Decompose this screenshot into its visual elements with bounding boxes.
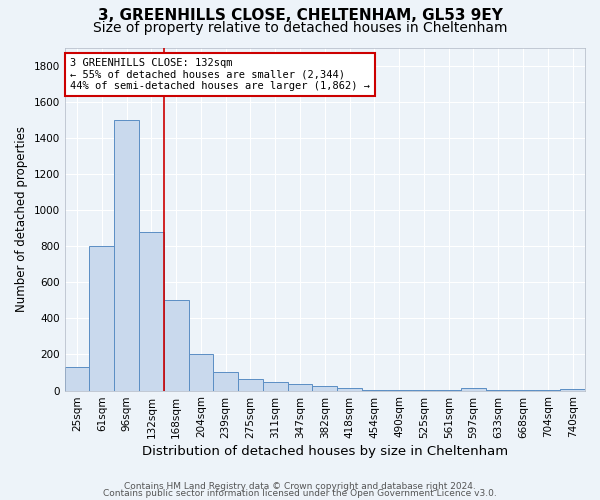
Bar — [65, 367, 89, 390]
Bar — [188, 354, 214, 391]
Text: 3 GREENHILLS CLOSE: 132sqm
← 55% of detached houses are smaller (2,344)
44% of s: 3 GREENHILLS CLOSE: 132sqm ← 55% of deta… — [70, 58, 370, 91]
Bar — [89, 246, 114, 390]
Bar — [238, 379, 263, 390]
Bar — [560, 389, 585, 390]
Bar — [461, 388, 486, 390]
Bar — [287, 384, 313, 390]
Bar — [214, 372, 238, 390]
Bar — [337, 388, 362, 390]
Text: 3, GREENHILLS CLOSE, CHELTENHAM, GL53 9EY: 3, GREENHILLS CLOSE, CHELTENHAM, GL53 9E… — [98, 8, 502, 22]
Text: Size of property relative to detached houses in Cheltenham: Size of property relative to detached ho… — [93, 21, 507, 35]
Bar — [263, 382, 287, 390]
Bar — [114, 120, 139, 390]
Bar — [164, 300, 188, 390]
Text: Contains HM Land Registry data © Crown copyright and database right 2024.: Contains HM Land Registry data © Crown c… — [124, 482, 476, 491]
Bar — [139, 232, 164, 390]
Bar — [313, 386, 337, 390]
Text: Contains public sector information licensed under the Open Government Licence v3: Contains public sector information licen… — [103, 490, 497, 498]
X-axis label: Distribution of detached houses by size in Cheltenham: Distribution of detached houses by size … — [142, 444, 508, 458]
Y-axis label: Number of detached properties: Number of detached properties — [15, 126, 28, 312]
